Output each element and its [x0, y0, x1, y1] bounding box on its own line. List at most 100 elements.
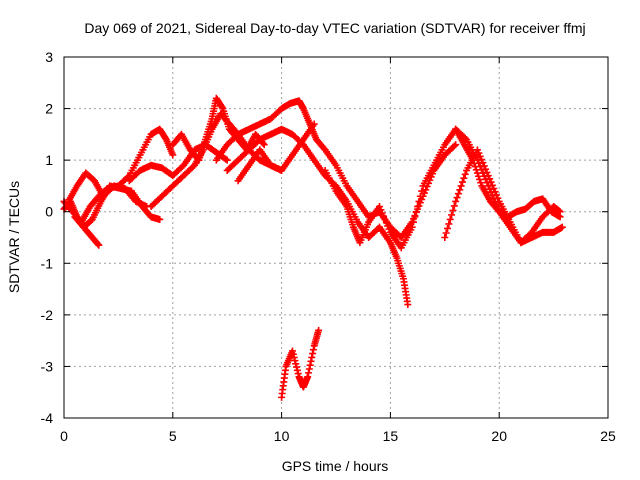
- data-point: [491, 188, 499, 196]
- x-tick-label: 0: [60, 428, 68, 444]
- data-point: [411, 213, 419, 221]
- y-tick-label: -3: [41, 358, 54, 374]
- data-point: [382, 219, 390, 227]
- data-point: [222, 155, 230, 163]
- data-point: [310, 120, 318, 128]
- data-point: [475, 149, 483, 157]
- chart-title: Day 069 of 2021, Sidereal Day-to-day VTE…: [84, 20, 585, 36]
- data-point: [380, 212, 388, 220]
- data-point: [260, 141, 268, 149]
- series-track: [71, 182, 164, 231]
- y-tick-label: -1: [41, 255, 54, 271]
- data-point: [377, 206, 385, 214]
- data-point: [558, 223, 566, 231]
- x-tick-label: 20: [491, 428, 507, 444]
- data-point: [490, 185, 498, 193]
- data-point: [416, 192, 424, 200]
- data-point: [488, 181, 496, 189]
- data-point: [292, 360, 300, 368]
- data-point: [458, 178, 466, 186]
- data-point: [381, 215, 389, 223]
- y-tick-label: -2: [41, 307, 54, 323]
- data-point: [450, 142, 458, 150]
- y-tick-label: 1: [45, 152, 53, 168]
- data-point: [404, 301, 412, 309]
- data-point: [457, 182, 465, 190]
- data-point: [378, 209, 386, 217]
- data-point: [480, 162, 488, 170]
- x-tick-label: 5: [169, 428, 177, 444]
- data-point: [476, 175, 484, 183]
- data-point: [460, 174, 468, 182]
- data-point: [408, 223, 416, 231]
- axes: 0 5 10 15 20 25 -4 -3 -2 -1 0 1 2 3: [41, 49, 616, 444]
- y-tick-label: 2: [45, 101, 53, 117]
- y-tick-label: 0: [45, 204, 53, 220]
- data-point: [472, 166, 480, 174]
- data-point: [494, 194, 502, 202]
- data-point: [307, 357, 315, 365]
- data-point: [492, 191, 500, 199]
- data-point: [446, 215, 454, 223]
- x-axis-label: GPS time / hours: [282, 458, 389, 474]
- data-point: [473, 169, 481, 177]
- grid-lines: [64, 57, 608, 418]
- data-point: [416, 199, 424, 207]
- data-point: [470, 159, 478, 167]
- data-point: [418, 187, 426, 195]
- data-point: [315, 326, 323, 334]
- data-point: [304, 373, 312, 381]
- series-track: [452, 125, 564, 221]
- data-point: [477, 179, 485, 187]
- data-point: [471, 163, 479, 171]
- data-point: [441, 234, 449, 241]
- data-point: [484, 172, 492, 180]
- data-point: [461, 170, 469, 178]
- data-point: [452, 141, 460, 149]
- data-point: [412, 208, 420, 216]
- data-point: [94, 240, 102, 248]
- data-points: [60, 94, 566, 401]
- data-point: [448, 211, 456, 219]
- y-tick-label: -4: [41, 410, 54, 426]
- data-point: [309, 350, 317, 358]
- data-point: [450, 202, 458, 210]
- data-point: [556, 213, 564, 221]
- data-point: [479, 159, 487, 167]
- data-point: [476, 152, 484, 160]
- data-point: [469, 156, 477, 164]
- data-point: [289, 350, 297, 358]
- data-point: [223, 156, 231, 164]
- data-point: [290, 353, 298, 361]
- data-point: [415, 197, 423, 205]
- data-point: [444, 224, 452, 232]
- data-point: [453, 194, 461, 202]
- data-point: [414, 203, 422, 211]
- y-axis-label: SDTVAR / TECUs: [6, 181, 22, 293]
- data-point: [95, 241, 103, 249]
- x-tick-label: 25: [600, 428, 616, 444]
- data-point: [478, 155, 486, 163]
- data-point: [169, 151, 177, 159]
- data-point: [445, 220, 453, 228]
- data-point: [385, 225, 393, 233]
- data-point: [483, 168, 491, 176]
- data-point: [291, 357, 299, 365]
- data-point: [293, 366, 301, 374]
- data-point: [309, 346, 317, 354]
- data-point: [482, 165, 490, 173]
- data-point: [218, 103, 226, 111]
- y-tick-label: 3: [45, 49, 53, 65]
- data-point: [442, 229, 450, 237]
- data-point: [306, 361, 314, 369]
- data-point: [475, 172, 483, 180]
- data-point: [384, 222, 392, 230]
- plot-frame: [63, 56, 609, 419]
- data-point: [293, 363, 301, 371]
- data-point: [454, 190, 462, 198]
- data-point: [294, 370, 302, 378]
- data-point: [376, 203, 384, 211]
- data-point: [452, 197, 460, 205]
- x-tick-label: 15: [383, 428, 399, 444]
